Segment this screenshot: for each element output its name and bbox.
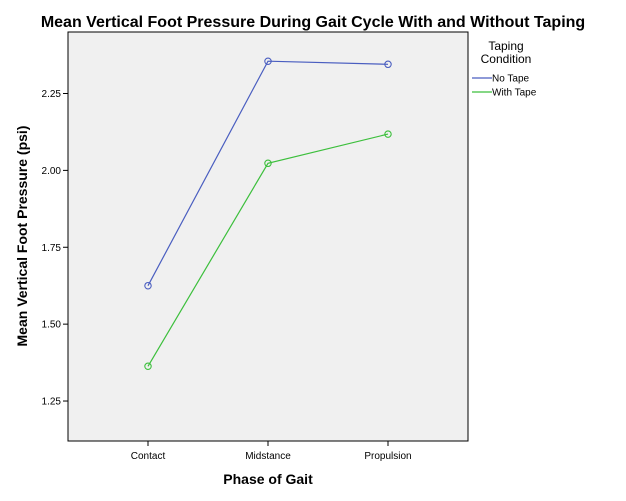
data-point	[384, 60, 392, 69]
x-tick-label: Contact	[131, 451, 166, 462]
data-point	[144, 362, 152, 371]
data-point	[384, 130, 392, 138]
series-line-1	[147, 60, 389, 286]
x-tick-label: Midstance	[245, 451, 291, 462]
y-tick-label: 1.25	[42, 397, 62, 408]
data-point	[264, 159, 272, 168]
y-tick-label: 2.25	[42, 89, 62, 100]
legend-label: No Tape	[492, 74, 530, 85]
x-axis: Contact Midstance Propulsion	[131, 441, 412, 462]
legend: Taping Condition No Tape With Tape	[472, 39, 537, 99]
legend-title-line1: Taping	[488, 39, 523, 53]
y-axis-title: Mean Vertical Foot Pressure (psi)	[14, 126, 30, 347]
series-line-2	[147, 133, 389, 367]
data-point	[144, 281, 152, 290]
y-tick-label: 2.00	[42, 166, 62, 177]
x-axis-title: Phase of Gait	[223, 471, 313, 487]
y-axis: 1.25 1.50 1.75 2.00 2.25	[42, 89, 68, 408]
x-tick-label: Propulsion	[364, 451, 411, 462]
series-layer	[144, 57, 392, 371]
plot-area	[67, 31, 469, 442]
y-tick-label: 1.50	[42, 320, 62, 331]
y-tick-label: 1.75	[42, 243, 62, 254]
legend-title-line2: Condition	[481, 52, 532, 66]
legend-label: With Tape	[492, 88, 537, 99]
data-point	[264, 57, 272, 65]
chart-title: Mean Vertical Foot Pressure During Gait …	[41, 14, 585, 31]
